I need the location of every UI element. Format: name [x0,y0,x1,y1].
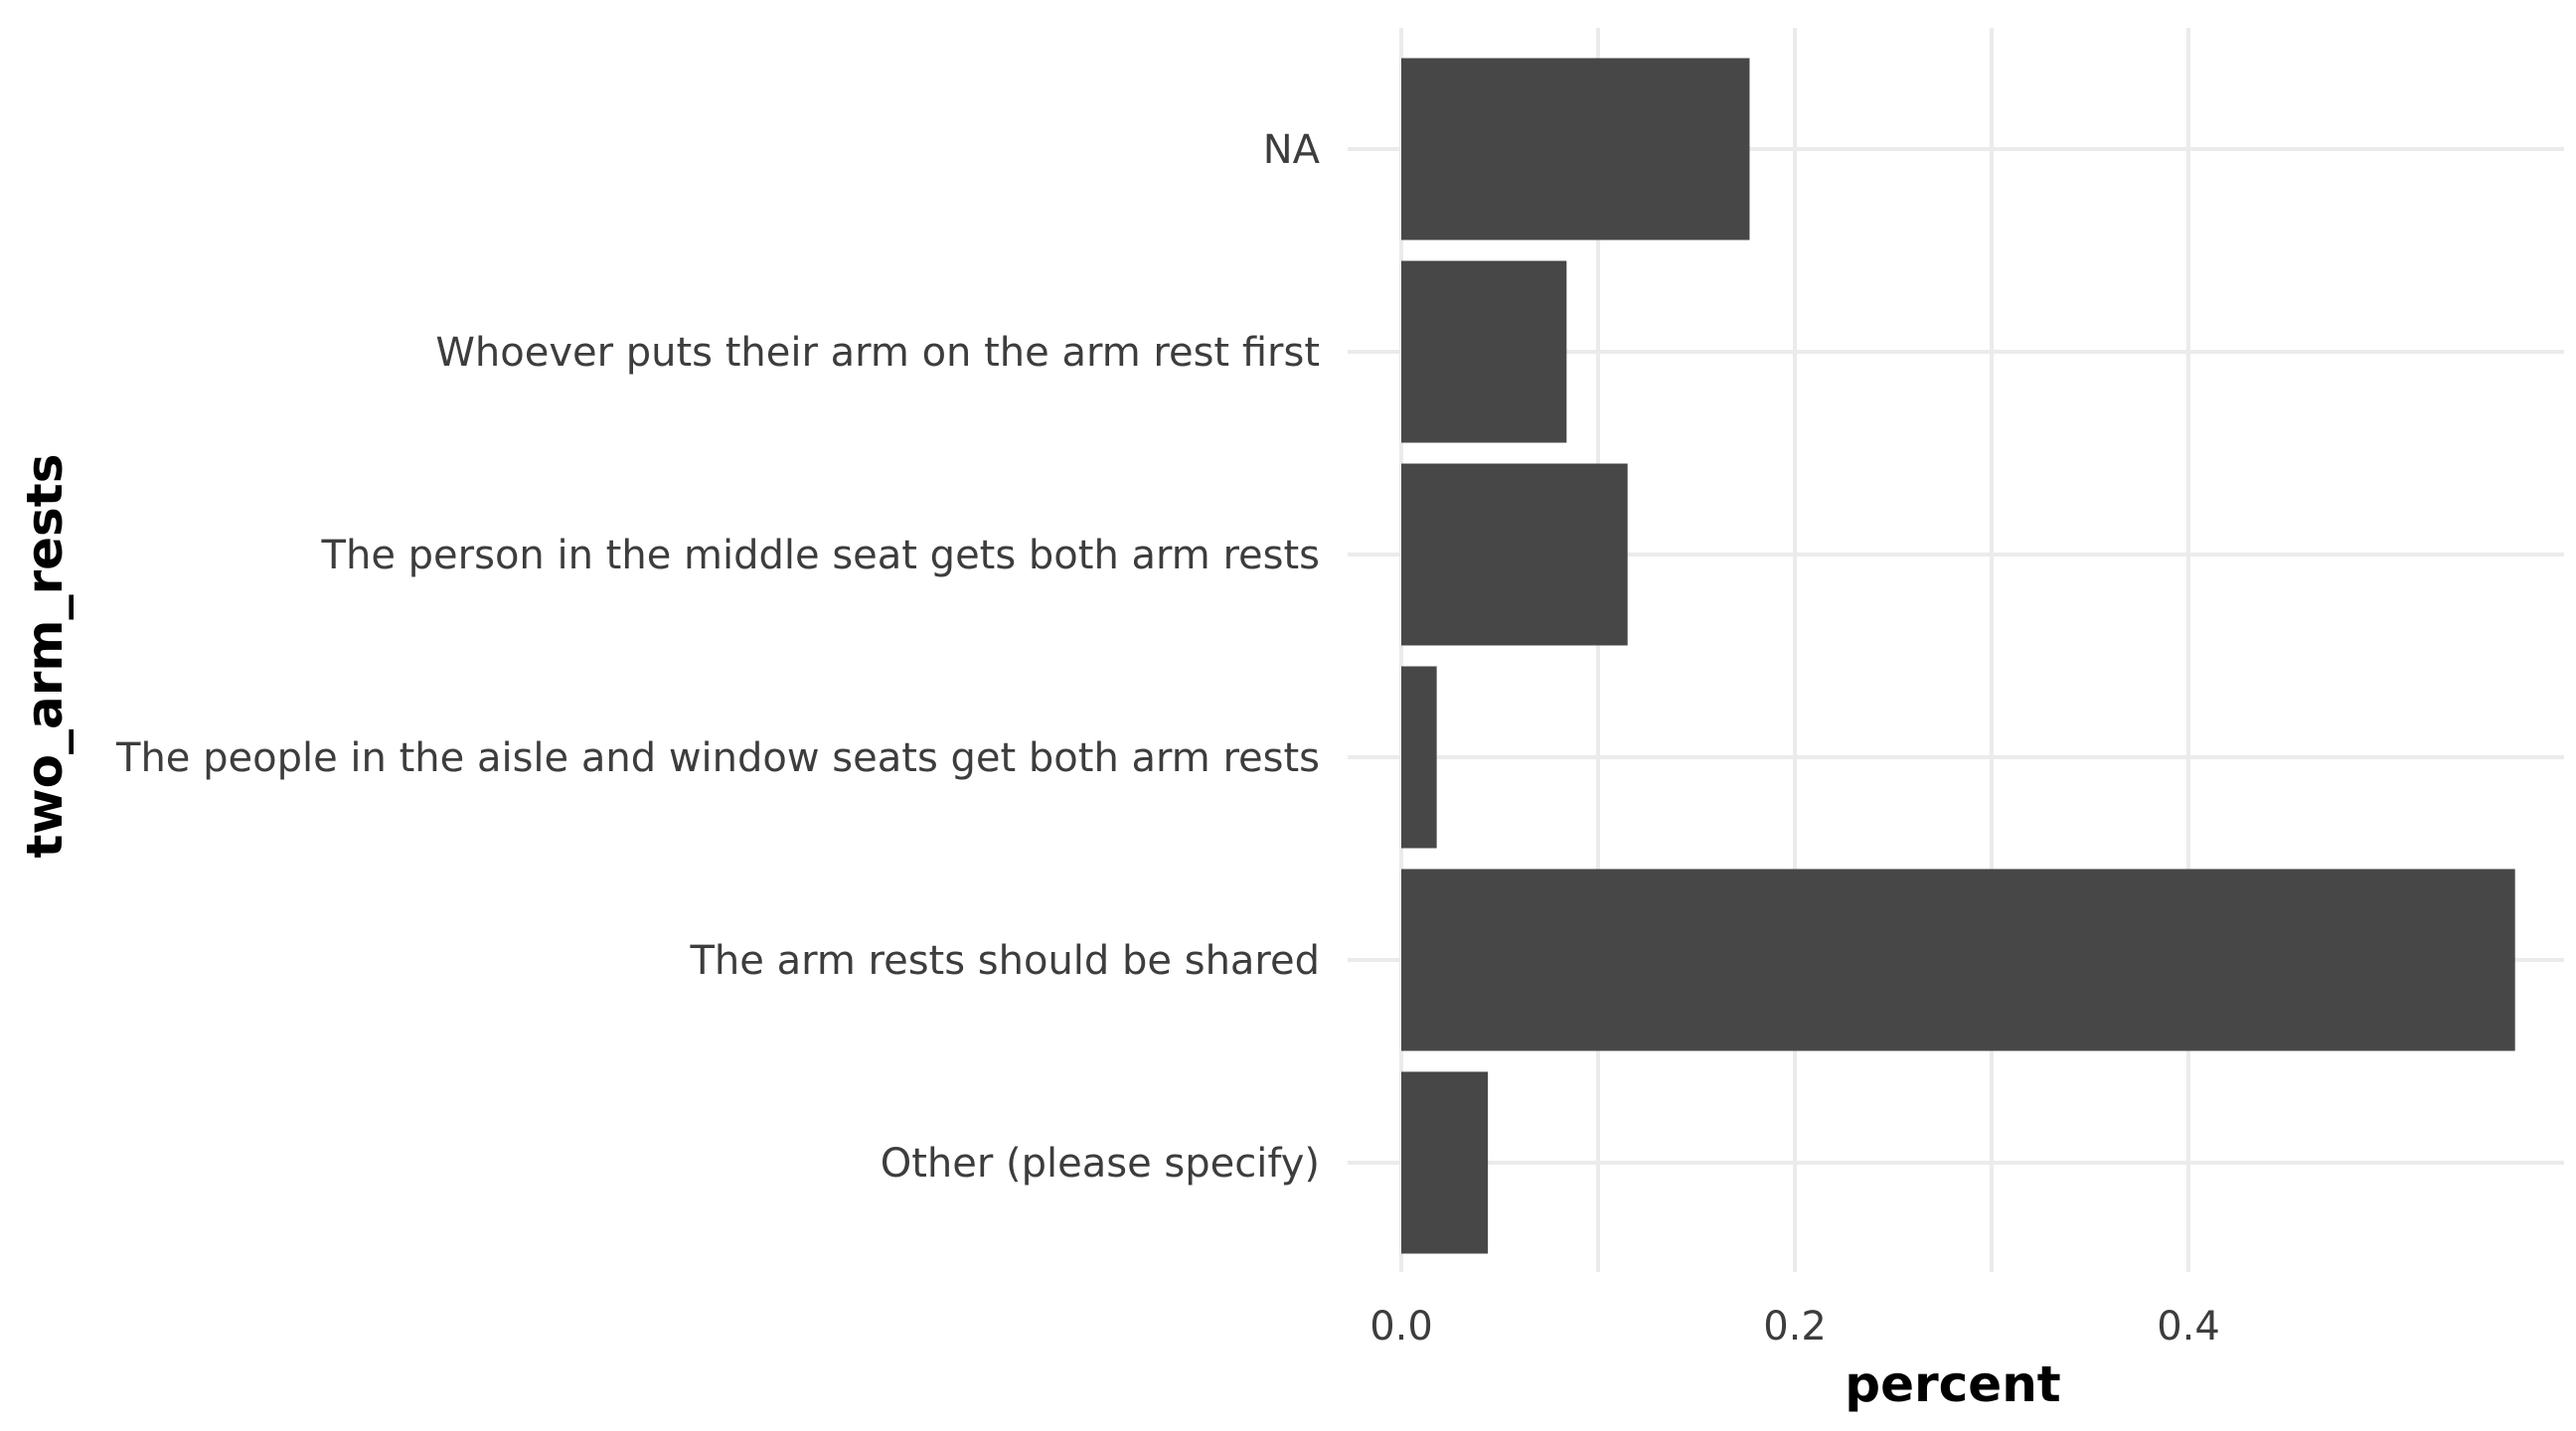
y-tick-labels: NA Whoever puts their arm on the arm rest… [115,127,1321,1187]
x-tick-label: 0.2 [1763,1304,1827,1350]
x-axis-title: percent [1845,1355,2060,1413]
bar-the-people-in-the-aisle-and-window-seats-get-both-arm-rests [1401,666,1437,849]
y-tick-label: The person in the middle seat gets both … [321,533,1320,578]
bar-the-person-in-the-middle-seat-gets-both-arm-rests [1401,463,1628,646]
y-tick-label: NA [1263,127,1321,173]
y-tick-label: The arm rests should be shared [689,938,1320,984]
bar-other-please-specify [1401,1071,1489,1254]
bar-whoever-puts-their-arm-on-the-arm-rest-first [1401,260,1567,443]
x-tick-label: 0.0 [1369,1304,1433,1350]
bar-the-arm-rests-should-be-shared [1401,869,2515,1051]
bar-na [1401,58,1750,240]
x-tick-labels: 0.0 0.2 0.4 [1369,1304,2220,1350]
y-tick-label: The people in the aisle and window seats… [115,735,1320,781]
y-tick-label: Whoever puts their arm on the arm rest f… [435,330,1320,376]
bars [1401,58,2515,1254]
y-tick-label: Other (please specify) [881,1141,1320,1187]
x-tick-label: 0.4 [2157,1304,2220,1350]
y-axis-title: two_arm_rests [16,454,74,859]
